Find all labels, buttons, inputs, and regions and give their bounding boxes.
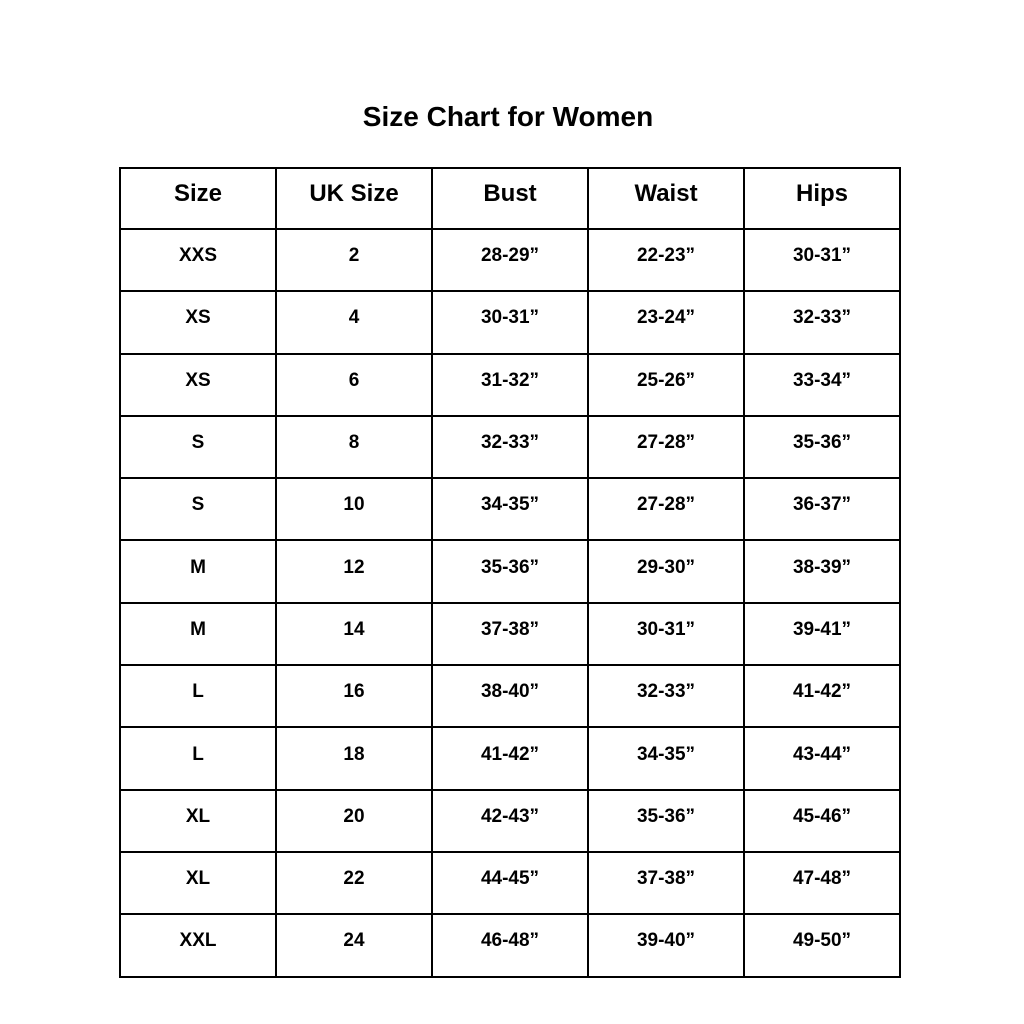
cell-waist: 30-31” [587, 601, 745, 667]
column-header-hips: Hips [743, 167, 901, 230]
table-row: S 8 32-33” 27-28” 35-36” [119, 414, 901, 480]
cell-size: M [119, 601, 277, 667]
cell-uk-size: 12 [275, 539, 433, 604]
cell-uk-size: 2 [275, 227, 433, 293]
cell-hips: 45-46” [743, 788, 901, 853]
table-row: L 18 41-42” 34-35” 43-44” [119, 726, 901, 791]
cell-bust: 37-38” [431, 601, 589, 667]
column-header-uk-size: UK Size [275, 167, 433, 230]
cell-size: S [119, 477, 277, 542]
cell-size: L [119, 664, 277, 729]
cell-uk-size: 22 [275, 850, 433, 916]
table-row: M 14 37-38” 30-31” 39-41” [119, 601, 901, 667]
cell-bust: 46-48” [431, 913, 589, 978]
table-row: S 10 34-35” 27-28” 36-37” [119, 477, 901, 542]
cell-hips: 36-37” [743, 477, 901, 542]
cell-size: XS [119, 352, 277, 417]
cell-waist: 37-38” [587, 850, 745, 916]
cell-waist: 39-40” [587, 913, 745, 978]
cell-hips: 47-48” [743, 850, 901, 916]
table-row: XXS 2 28-29” 22-23” 30-31” [119, 227, 901, 293]
cell-size: S [119, 414, 277, 480]
size-chart-table: Size UK Size Bust Waist Hips XXS 2 28-29” 22-23… [119, 167, 901, 978]
cell-uk-size: 20 [275, 788, 433, 853]
cell-size: XS [119, 290, 277, 355]
cell-hips: 33-34” [743, 352, 901, 417]
table-row: XL 22 44-45” 37-38” 47-48” [119, 850, 901, 916]
cell-hips: 43-44” [743, 726, 901, 791]
cell-hips: 39-41” [743, 601, 901, 667]
cell-size: XL [119, 850, 277, 916]
table-row: XL 20 42-43” 35-36” 45-46” [119, 788, 901, 853]
cell-size: XXL [119, 913, 277, 978]
table-row: XXL 24 46-48” 39-40” 49-50” [119, 913, 901, 978]
cell-bust: 28-29” [431, 227, 589, 293]
column-header-size: Size [119, 167, 277, 230]
cell-bust: 42-43” [431, 788, 589, 853]
cell-uk-size: 4 [275, 290, 433, 355]
table-row: XS 4 30-31” 23-24” 32-33” [119, 290, 901, 355]
cell-uk-size: 16 [275, 664, 433, 729]
cell-hips: 35-36” [743, 414, 901, 480]
cell-hips: 32-33” [743, 290, 901, 355]
cell-hips: 41-42” [743, 664, 901, 729]
cell-bust: 41-42” [431, 726, 589, 791]
table-row: L 16 38-40” 32-33” 41-42” [119, 664, 901, 729]
cell-uk-size: 6 [275, 352, 433, 417]
cell-uk-size: 8 [275, 414, 433, 480]
cell-uk-size: 14 [275, 601, 433, 667]
cell-uk-size: 10 [275, 477, 433, 542]
cell-uk-size: 24 [275, 913, 433, 978]
column-header-bust: Bust [431, 167, 589, 230]
cell-bust: 38-40” [431, 664, 589, 729]
cell-size: L [119, 726, 277, 791]
page-title: Size Chart for Women [362, 101, 654, 132]
cell-waist: 23-24” [587, 290, 745, 355]
table-row: M 12 35-36” 29-30” 38-39” [119, 539, 901, 604]
cell-bust: 30-31” [431, 290, 589, 355]
cell-hips: 49-50” [743, 913, 901, 978]
cell-size: M [119, 539, 277, 604]
cell-waist: 29-30” [587, 539, 745, 604]
cell-waist: 25-26” [587, 352, 745, 417]
cell-bust: 32-33” [431, 414, 589, 480]
cell-waist: 32-33” [587, 664, 745, 729]
cell-waist: 34-35” [587, 726, 745, 791]
cell-hips: 38-39” [743, 539, 901, 604]
header-row: Size UK Size Bust Waist Hips [119, 167, 901, 230]
cell-waist: 35-36” [587, 788, 745, 853]
cell-bust: 44-45” [431, 850, 589, 916]
cell-hips: 30-31” [743, 227, 901, 293]
cell-bust: 35-36” [431, 539, 589, 604]
cell-size: XXS [119, 227, 277, 293]
cell-waist: 22-23” [587, 227, 745, 293]
cell-waist: 27-28” [587, 414, 745, 480]
cell-bust: 34-35” [431, 477, 589, 542]
table-row: XS 6 31-32” 25-26” 33-34” [119, 352, 901, 417]
cell-bust: 31-32” [431, 352, 589, 417]
cell-uk-size: 18 [275, 726, 433, 791]
cell-size: XL [119, 788, 277, 853]
column-header-waist: Waist [587, 167, 745, 230]
cell-waist: 27-28” [587, 477, 745, 542]
table-body: XXS 2 28-29” 22-23” 30-31” XS 4 30-31” 23-24” 32-… [119, 227, 901, 978]
